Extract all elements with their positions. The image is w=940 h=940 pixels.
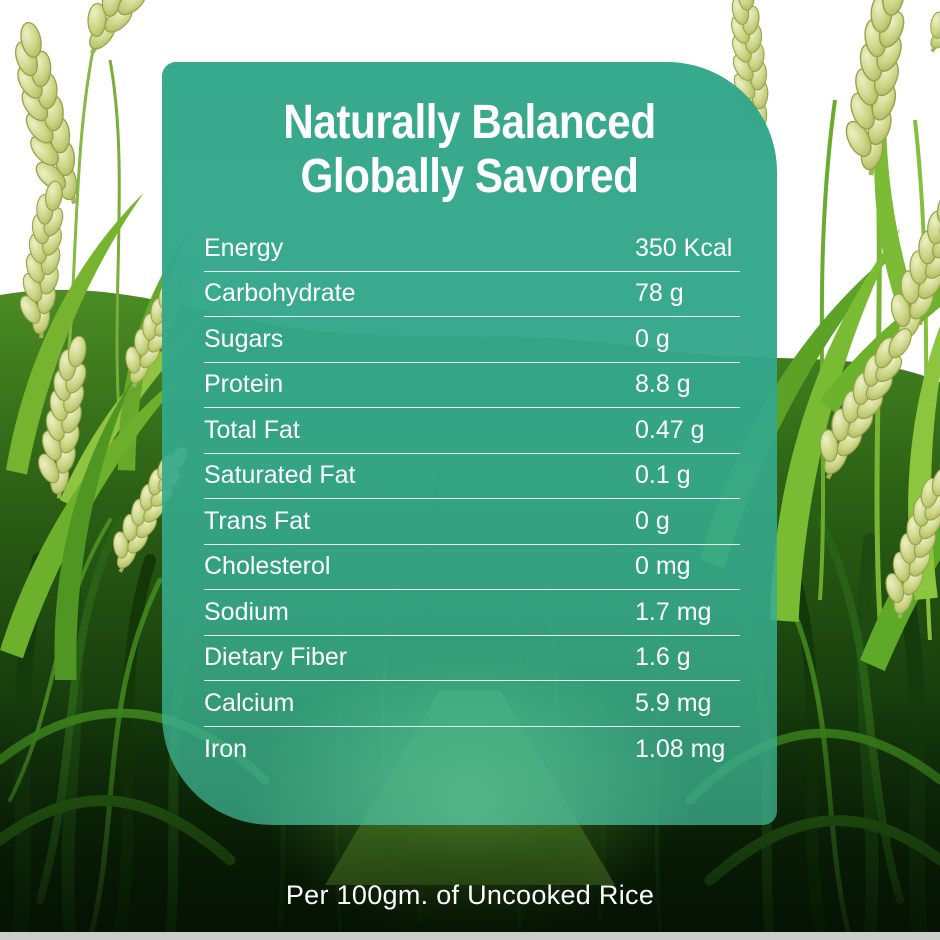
nutrient-value: 1.6 g [635, 643, 691, 672]
nutrient-value: 0 g [635, 506, 670, 535]
nutrient-value: 78 g [635, 279, 684, 308]
table-row: Trans Fat 0 g [204, 499, 740, 545]
nutrient-label: Protein [204, 370, 284, 399]
nutrient-label: Carbohydrate [204, 279, 356, 308]
table-row: Protein 8.8 g [204, 363, 740, 408]
nutrient-label: Iron [204, 734, 248, 763]
nutrient-value: 5.9 mg [635, 688, 712, 717]
nutrient-label: Calcium [204, 688, 295, 717]
nutrient-label: Energy [204, 233, 284, 262]
table-row: Sugars 0 g [204, 317, 740, 363]
nutrient-value: 0.1 g [635, 461, 691, 490]
panel-title-line1: Naturally Balanced [283, 96, 656, 149]
nutrient-value: 0.47 g [635, 415, 705, 444]
nutrient-label: Dietary Fiber [204, 643, 348, 672]
table-row: Saturated Fat 0.1 g [204, 454, 740, 499]
nutrient-value: 0 mg [635, 552, 691, 581]
table-row: Cholesterol 0 mg [204, 545, 740, 590]
nutrient-value: 1.08 mg [635, 734, 726, 763]
nutrient-label: Trans Fat [204, 506, 311, 535]
nutrient-value: 8.8 g [635, 370, 691, 399]
nutrient-label: Cholesterol [204, 552, 331, 581]
panel-title: Naturally Balanced Globally Savored [162, 62, 777, 204]
nutrition-table: Energy 350 Kcal Carbohydrate 78 g Sugars… [204, 226, 740, 772]
panel-title-line2: Globally Savored [300, 150, 639, 203]
nutrient-label: Total Fat [204, 415, 300, 444]
table-row: Dietary Fiber 1.6 g [204, 636, 740, 681]
table-row: Total Fat 0.47 g [204, 408, 740, 454]
table-row: Iron 1.08 mg [204, 727, 740, 773]
table-row: Energy 350 Kcal [204, 226, 740, 272]
nutrient-label: Saturated Fat [204, 461, 356, 490]
nutrition-panel: Naturally Balanced Globally Savored Ener… [162, 62, 777, 825]
nutrient-value: 1.7 mg [635, 597, 712, 626]
serving-size-caption: Per 100gm. of Uncooked Rice [285, 880, 655, 910]
nutrient-value: 350 Kcal [635, 233, 733, 262]
table-row: Sodium 1.7 mg [204, 590, 740, 636]
nutrient-value: 0 g [635, 324, 670, 353]
table-row: Carbohydrate 78 g [204, 272, 740, 317]
table-row: Calcium 5.9 mg [204, 681, 740, 727]
nutrient-label: Sugars [204, 324, 284, 353]
nutrient-label: Sodium [204, 597, 289, 626]
